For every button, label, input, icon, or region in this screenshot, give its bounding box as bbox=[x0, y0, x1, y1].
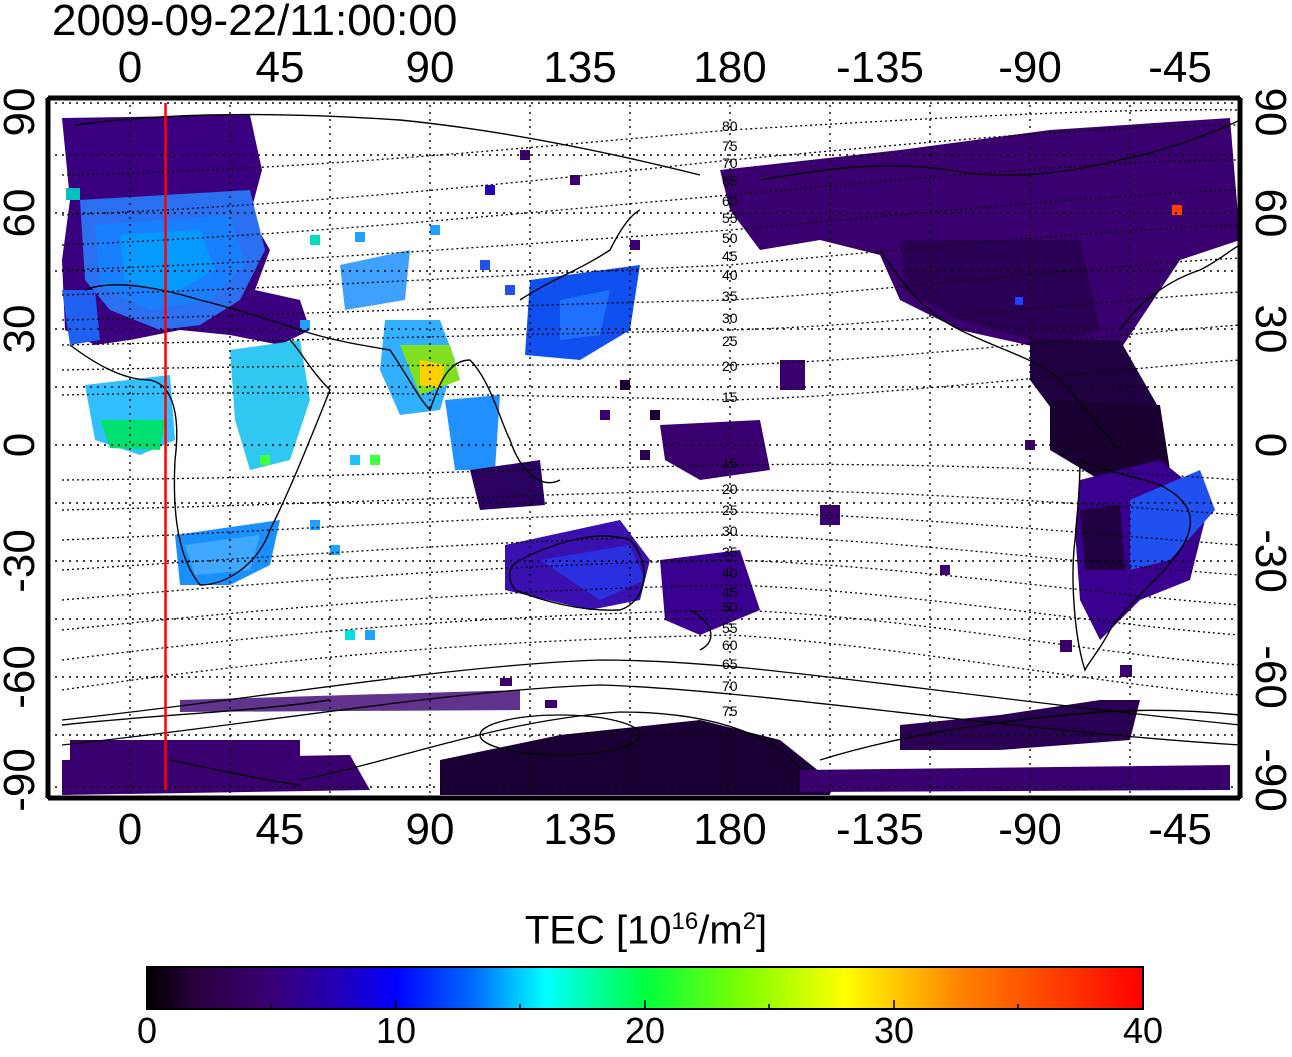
top-lon-label: -90 bbox=[998, 43, 1062, 92]
right-lat-label: -90 bbox=[1246, 748, 1292, 812]
left-lat-label: 0 bbox=[0, 433, 44, 457]
top-lon-label: 0 bbox=[118, 43, 142, 92]
bottom-lon-label: -90 bbox=[998, 805, 1062, 854]
top-lon-label: -135 bbox=[836, 43, 924, 92]
bottom-lon-label: 45 bbox=[256, 805, 305, 854]
top-lon-label: 135 bbox=[543, 43, 616, 92]
contour-labels: 80 75 70 65 60 55 50 45 40 35 30 25 20 1… bbox=[722, 118, 738, 719]
bottom-lon-label: 0 bbox=[118, 805, 142, 854]
bottom-lon-label: 90 bbox=[406, 805, 455, 854]
axis-frame bbox=[45, 95, 1243, 801]
colorbar-label-mid: /m bbox=[698, 908, 743, 953]
magnetic-contours-solid bbox=[61, 659, 1240, 781]
left-lat-label: 60 bbox=[0, 189, 44, 238]
right-lat-label: 60 bbox=[1246, 189, 1292, 238]
contour-label: 45 bbox=[722, 248, 738, 264]
top-lon-label: -45 bbox=[1148, 43, 1212, 92]
right-lat-label: -30 bbox=[1246, 529, 1292, 593]
left-lat-label: -90 bbox=[0, 748, 44, 812]
graticule bbox=[48, 98, 1240, 798]
contour-label: 40 bbox=[722, 565, 738, 581]
contour-label: 30 bbox=[722, 523, 738, 539]
contour-label: 55 bbox=[722, 620, 738, 636]
colorbar-tick-label: 20 bbox=[624, 1010, 666, 1051]
colorbar-tick-label: 0 bbox=[136, 1010, 158, 1051]
bottom-lon-labels: 0 45 90 135 180 -135 -90 -45 bbox=[118, 805, 1212, 854]
tec-coverage bbox=[62, 115, 1240, 795]
map-title: 2009-09-22/11:00:00 bbox=[52, 0, 458, 45]
colorbar-label: TEC [1016/m2] bbox=[0, 900, 1292, 952]
contour-label: 40 bbox=[722, 267, 738, 283]
left-lat-label: 90 bbox=[0, 88, 44, 137]
top-lon-label: 90 bbox=[406, 43, 455, 92]
contour-label: 80 bbox=[722, 118, 738, 134]
contour-label: 15 bbox=[722, 455, 738, 471]
contour-label: 30 bbox=[722, 310, 738, 326]
left-lat-labels: 90 60 30 0 -30 -60 -90 bbox=[0, 88, 44, 812]
contour-label: 35 bbox=[722, 544, 738, 560]
contour-label: 35 bbox=[722, 288, 738, 304]
contour-label: 15 bbox=[722, 389, 738, 405]
right-lat-label: 90 bbox=[1246, 88, 1292, 137]
contour-label: 45 bbox=[722, 584, 738, 600]
contour-label: 75 bbox=[722, 703, 738, 719]
bottom-lon-label: -135 bbox=[836, 805, 924, 854]
top-lon-label: 180 bbox=[693, 43, 766, 92]
coastlines bbox=[61, 113, 1240, 786]
top-lon-labels: 0 45 90 135 180 -135 -90 -45 bbox=[118, 43, 1212, 92]
contour-label: 50 bbox=[722, 599, 738, 615]
bottom-lon-label: 180 bbox=[693, 805, 766, 854]
colorbar-label-end: ] bbox=[756, 908, 768, 953]
right-lat-label: 30 bbox=[1246, 305, 1292, 354]
magnetic-contours bbox=[61, 109, 1240, 696]
contour-label: 70 bbox=[722, 678, 738, 694]
colorbar-label-exp2: 2 bbox=[742, 908, 757, 935]
contour-label: 55 bbox=[722, 210, 738, 226]
colorbar-tick-label: 30 bbox=[873, 1010, 915, 1051]
contour-label: 25 bbox=[722, 502, 738, 518]
left-lat-label: -60 bbox=[0, 645, 44, 709]
colorbar-tick-label: 10 bbox=[375, 1010, 417, 1051]
right-lat-labels: 90 60 30 0 -30 -60 -90 bbox=[1246, 88, 1292, 812]
colorbar-tick-label: 40 bbox=[1122, 1010, 1164, 1051]
contour-label: 65 bbox=[722, 656, 738, 672]
bottom-lon-label: -45 bbox=[1148, 805, 1212, 854]
colorbar-label-main: TEC [10 bbox=[524, 908, 672, 953]
right-lat-label: -60 bbox=[1246, 645, 1292, 709]
contour-label: 20 bbox=[722, 481, 738, 497]
contour-label: 60 bbox=[722, 637, 738, 653]
contour-label: 70 bbox=[722, 155, 738, 171]
left-lat-label: 30 bbox=[0, 305, 44, 354]
contour-label: 25 bbox=[722, 333, 738, 349]
contour-label: 50 bbox=[722, 230, 738, 246]
contour-label: 60 bbox=[722, 193, 738, 209]
bottom-lon-label: 135 bbox=[543, 805, 616, 854]
contour-label: 20 bbox=[722, 358, 738, 374]
left-lat-label: -30 bbox=[0, 529, 44, 593]
right-lat-label: 0 bbox=[1246, 433, 1292, 457]
colorbar-label-exp1: 16 bbox=[671, 908, 699, 935]
colorbar-ticks bbox=[270, 1000, 1019, 1009]
contour-label: 75 bbox=[722, 138, 738, 154]
contour-label: 65 bbox=[722, 173, 738, 189]
top-lon-label: 45 bbox=[256, 43, 305, 92]
